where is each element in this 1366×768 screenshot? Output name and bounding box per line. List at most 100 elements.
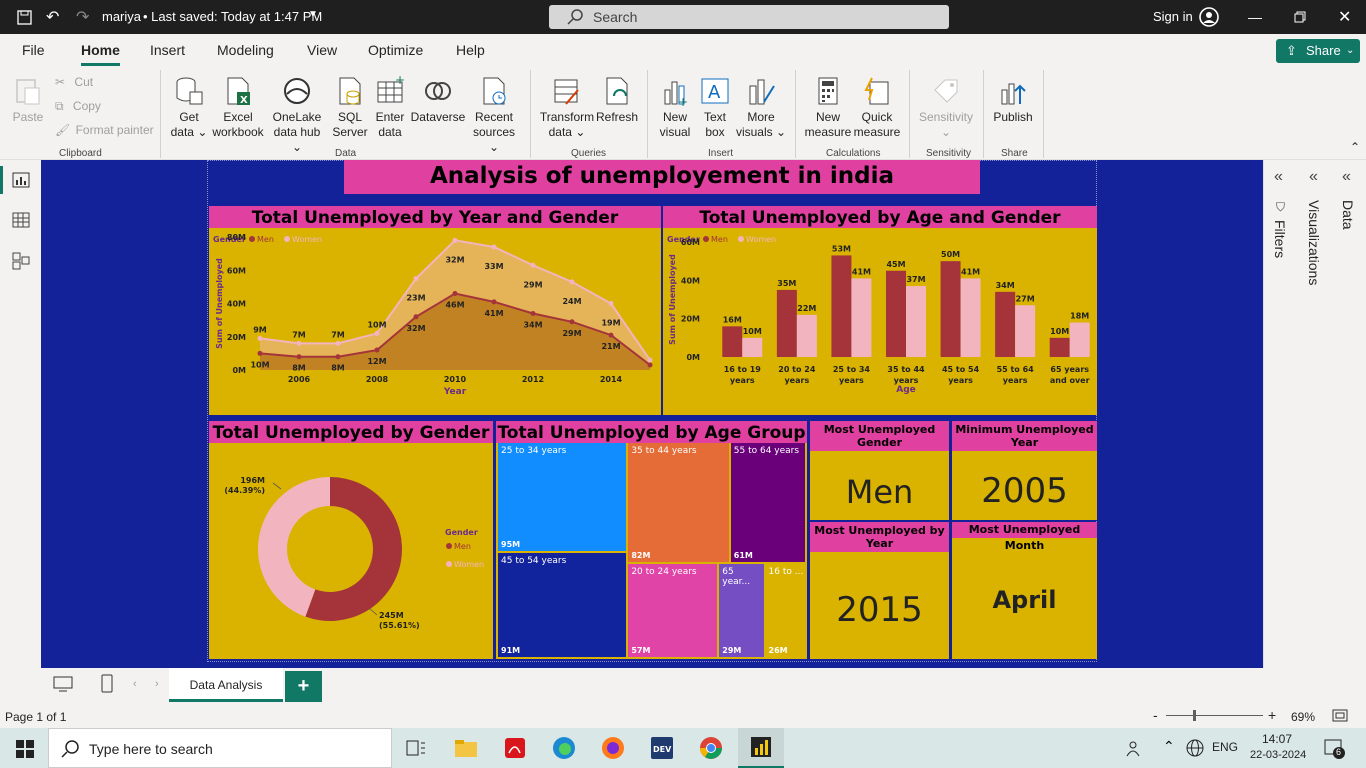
format-painter-button[interactable]: 🖌 Format painter bbox=[55, 123, 154, 137]
model-view-icon[interactable] bbox=[12, 252, 30, 270]
undo-icon[interactable]: ↶ bbox=[46, 9, 60, 26]
add-page-button[interactable]: + bbox=[285, 671, 322, 702]
file-explorer-icon[interactable] bbox=[454, 738, 478, 758]
zoom-slider[interactable] bbox=[1166, 715, 1263, 716]
mobile-layout-icon[interactable] bbox=[101, 674, 113, 694]
onelake-button[interactable]: OneLake data hub ⌄ bbox=[268, 76, 326, 155]
filters-pane-tab[interactable]: Filters bbox=[1272, 220, 1288, 259]
recent-sources-button[interactable]: Recent sources ⌄ bbox=[468, 76, 520, 155]
treemap-tile[interactable]: 55 to 64 years 61M bbox=[730, 443, 805, 563]
sensitivity-button[interactable]: Sensitivity ⌄ bbox=[915, 76, 977, 140]
filter-icon: ⛉ bbox=[1276, 200, 1286, 214]
dev-icon[interactable]: DEV bbox=[650, 736, 674, 760]
treemap-tile[interactable]: 25 to 34 years 95M bbox=[498, 443, 627, 552]
transform-data-button[interactable]: Transform data ⌄ bbox=[538, 76, 596, 140]
collapse-ribbon-icon[interactable]: ⌃ bbox=[1350, 140, 1361, 154]
text-box-label-1: Text bbox=[703, 110, 726, 124]
expand-visualizations-icon[interactable]: « bbox=[1309, 168, 1318, 185]
paste-button[interactable]: Paste bbox=[12, 76, 44, 125]
menu-insert[interactable]: Insert bbox=[150, 42, 186, 58]
language-indicator[interactable]: ENG bbox=[1212, 740, 1239, 754]
people-icon[interactable] bbox=[1126, 740, 1144, 758]
more-visuals-button[interactable]: More visuals ⌄ bbox=[735, 76, 787, 140]
sql-server-button[interactable]: SQL Server bbox=[330, 76, 370, 140]
expand-filters-icon[interactable]: « bbox=[1274, 168, 1283, 185]
table-view-icon[interactable] bbox=[12, 212, 30, 228]
copy-button[interactable]: ⧉ Copy bbox=[55, 99, 101, 114]
kpi-max-year-value: 2015 bbox=[836, 590, 923, 630]
treemap-tile[interactable]: 45 to 54 years 91M bbox=[498, 553, 627, 657]
get-data-label-1: Get bbox=[179, 110, 199, 124]
kpi-month[interactable]: Most Unemployed Month April bbox=[952, 522, 1097, 659]
firefox-icon[interactable] bbox=[601, 736, 625, 760]
chevron-right-icon[interactable]: › bbox=[155, 678, 159, 690]
menu-help[interactable]: Help bbox=[456, 42, 485, 58]
refresh-button[interactable]: Refresh bbox=[596, 76, 638, 125]
sign-in-button[interactable]: Sign in bbox=[1153, 9, 1193, 24]
visualizations-pane-tab[interactable]: Visualizations bbox=[1306, 200, 1322, 286]
legend-title: Gender bbox=[445, 528, 478, 537]
quick-measure-button[interactable]: Quick measure bbox=[853, 76, 901, 140]
treemap-tile[interactable]: 65 year... 29M bbox=[719, 564, 764, 657]
clock-date[interactable]: 22-03-2024 bbox=[1250, 749, 1307, 761]
desktop-layout-icon[interactable] bbox=[53, 676, 73, 692]
kpi-max-year[interactable]: Most Unemployed by Year 2015 bbox=[810, 522, 949, 659]
menu-optimize[interactable]: Optimize bbox=[368, 42, 424, 58]
new-visual-button[interactable]: + New visual bbox=[655, 76, 695, 140]
account-icon[interactable] bbox=[1199, 7, 1219, 27]
dataverse-button[interactable]: Dataverse bbox=[410, 76, 466, 125]
text-box-button[interactable]: A Text box bbox=[697, 76, 733, 140]
fit-to-page-icon[interactable] bbox=[1332, 709, 1348, 722]
menu-view[interactable]: View bbox=[307, 42, 338, 58]
menu-modeling[interactable]: Modeling bbox=[217, 42, 274, 58]
taskbar-search[interactable]: Type here to search bbox=[48, 728, 392, 768]
bar-chart-panel[interactable]: Total Unemployed by Age and Gender Gende… bbox=[663, 206, 1097, 415]
x-tick-label: 2012 bbox=[522, 375, 544, 384]
search-input[interactable]: Search bbox=[549, 5, 949, 29]
chrome-icon[interactable] bbox=[699, 736, 723, 760]
powerbi-taskbar-button[interactable] bbox=[738, 728, 784, 768]
line-chart-panel[interactable]: Total Unemployed by Year and Gender Gend… bbox=[209, 206, 661, 415]
task-view-icon[interactable] bbox=[406, 740, 426, 756]
legend-women: Women bbox=[746, 235, 776, 244]
zoom-out-button[interactable]: - bbox=[1153, 707, 1158, 723]
treemap-tile[interactable]: 35 to 44 years 82M bbox=[628, 443, 729, 563]
zoom-slider-thumb[interactable] bbox=[1193, 710, 1196, 721]
minimize-icon[interactable]: — bbox=[1248, 9, 1262, 25]
new-measure-button[interactable]: New measure bbox=[803, 76, 853, 140]
acrobat-icon[interactable] bbox=[504, 737, 526, 759]
close-icon[interactable]: ✕ bbox=[1338, 9, 1352, 26]
save-icon[interactable] bbox=[17, 10, 33, 26]
cut-button[interactable]: ✂ Cut bbox=[55, 75, 93, 89]
chevron-down-icon[interactable]: ▼ bbox=[308, 9, 318, 20]
notifications-icon[interactable] bbox=[1324, 738, 1346, 760]
share-button[interactable]: ⇪ Share ⌄ bbox=[1276, 39, 1360, 63]
group-queries: Queries bbox=[571, 148, 607, 159]
chevron-left-icon[interactable]: ‹ bbox=[133, 678, 137, 690]
restore-icon[interactable] bbox=[1294, 11, 1306, 23]
kpi-most-gender[interactable]: Most Unemployed Gender Men bbox=[810, 421, 949, 520]
enter-data-button[interactable]: + Enter data bbox=[372, 76, 408, 140]
menu-home[interactable]: Home bbox=[81, 42, 120, 58]
page-tab-data-analysis[interactable]: Data Analysis bbox=[169, 668, 283, 702]
treemap-panel[interactable]: Total Unemployed by Age Group 25 to 34 y… bbox=[496, 421, 807, 659]
redo-icon[interactable]: ↷ bbox=[76, 9, 90, 26]
zoom-in-button[interactable]: + bbox=[1268, 707, 1277, 723]
excel-workbook-button[interactable]: X Excel workbook bbox=[210, 76, 266, 140]
data-pane-tab[interactable]: Data bbox=[1340, 200, 1356, 230]
clock-time[interactable]: 14:07 bbox=[1262, 732, 1293, 746]
donut-chart-panel[interactable]: Total Unemployed by Gender 196M (44.39%) 2… bbox=[209, 421, 493, 659]
kpi-min-year[interactable]: Minimum Unemployed Year 2005 bbox=[952, 421, 1097, 520]
x-tick-label: 35 to 44 bbox=[887, 365, 925, 374]
get-data-button[interactable]: Get data ⌄ bbox=[168, 76, 210, 140]
chevron-up-icon[interactable]: ⌃ bbox=[1163, 738, 1175, 754]
globe-icon[interactable] bbox=[1186, 739, 1204, 757]
edge-icon[interactable] bbox=[552, 736, 576, 760]
expand-data-icon[interactable]: « bbox=[1342, 168, 1351, 185]
report-view-icon[interactable] bbox=[12, 172, 30, 188]
menu-file[interactable]: File bbox=[22, 42, 45, 58]
publish-button[interactable]: Publish bbox=[991, 76, 1035, 125]
windows-start-icon[interactable] bbox=[16, 740, 34, 758]
treemap-tile[interactable]: 16 to ... 26M bbox=[765, 564, 805, 657]
treemap-tile[interactable]: 20 to 24 years 57M bbox=[628, 564, 718, 657]
